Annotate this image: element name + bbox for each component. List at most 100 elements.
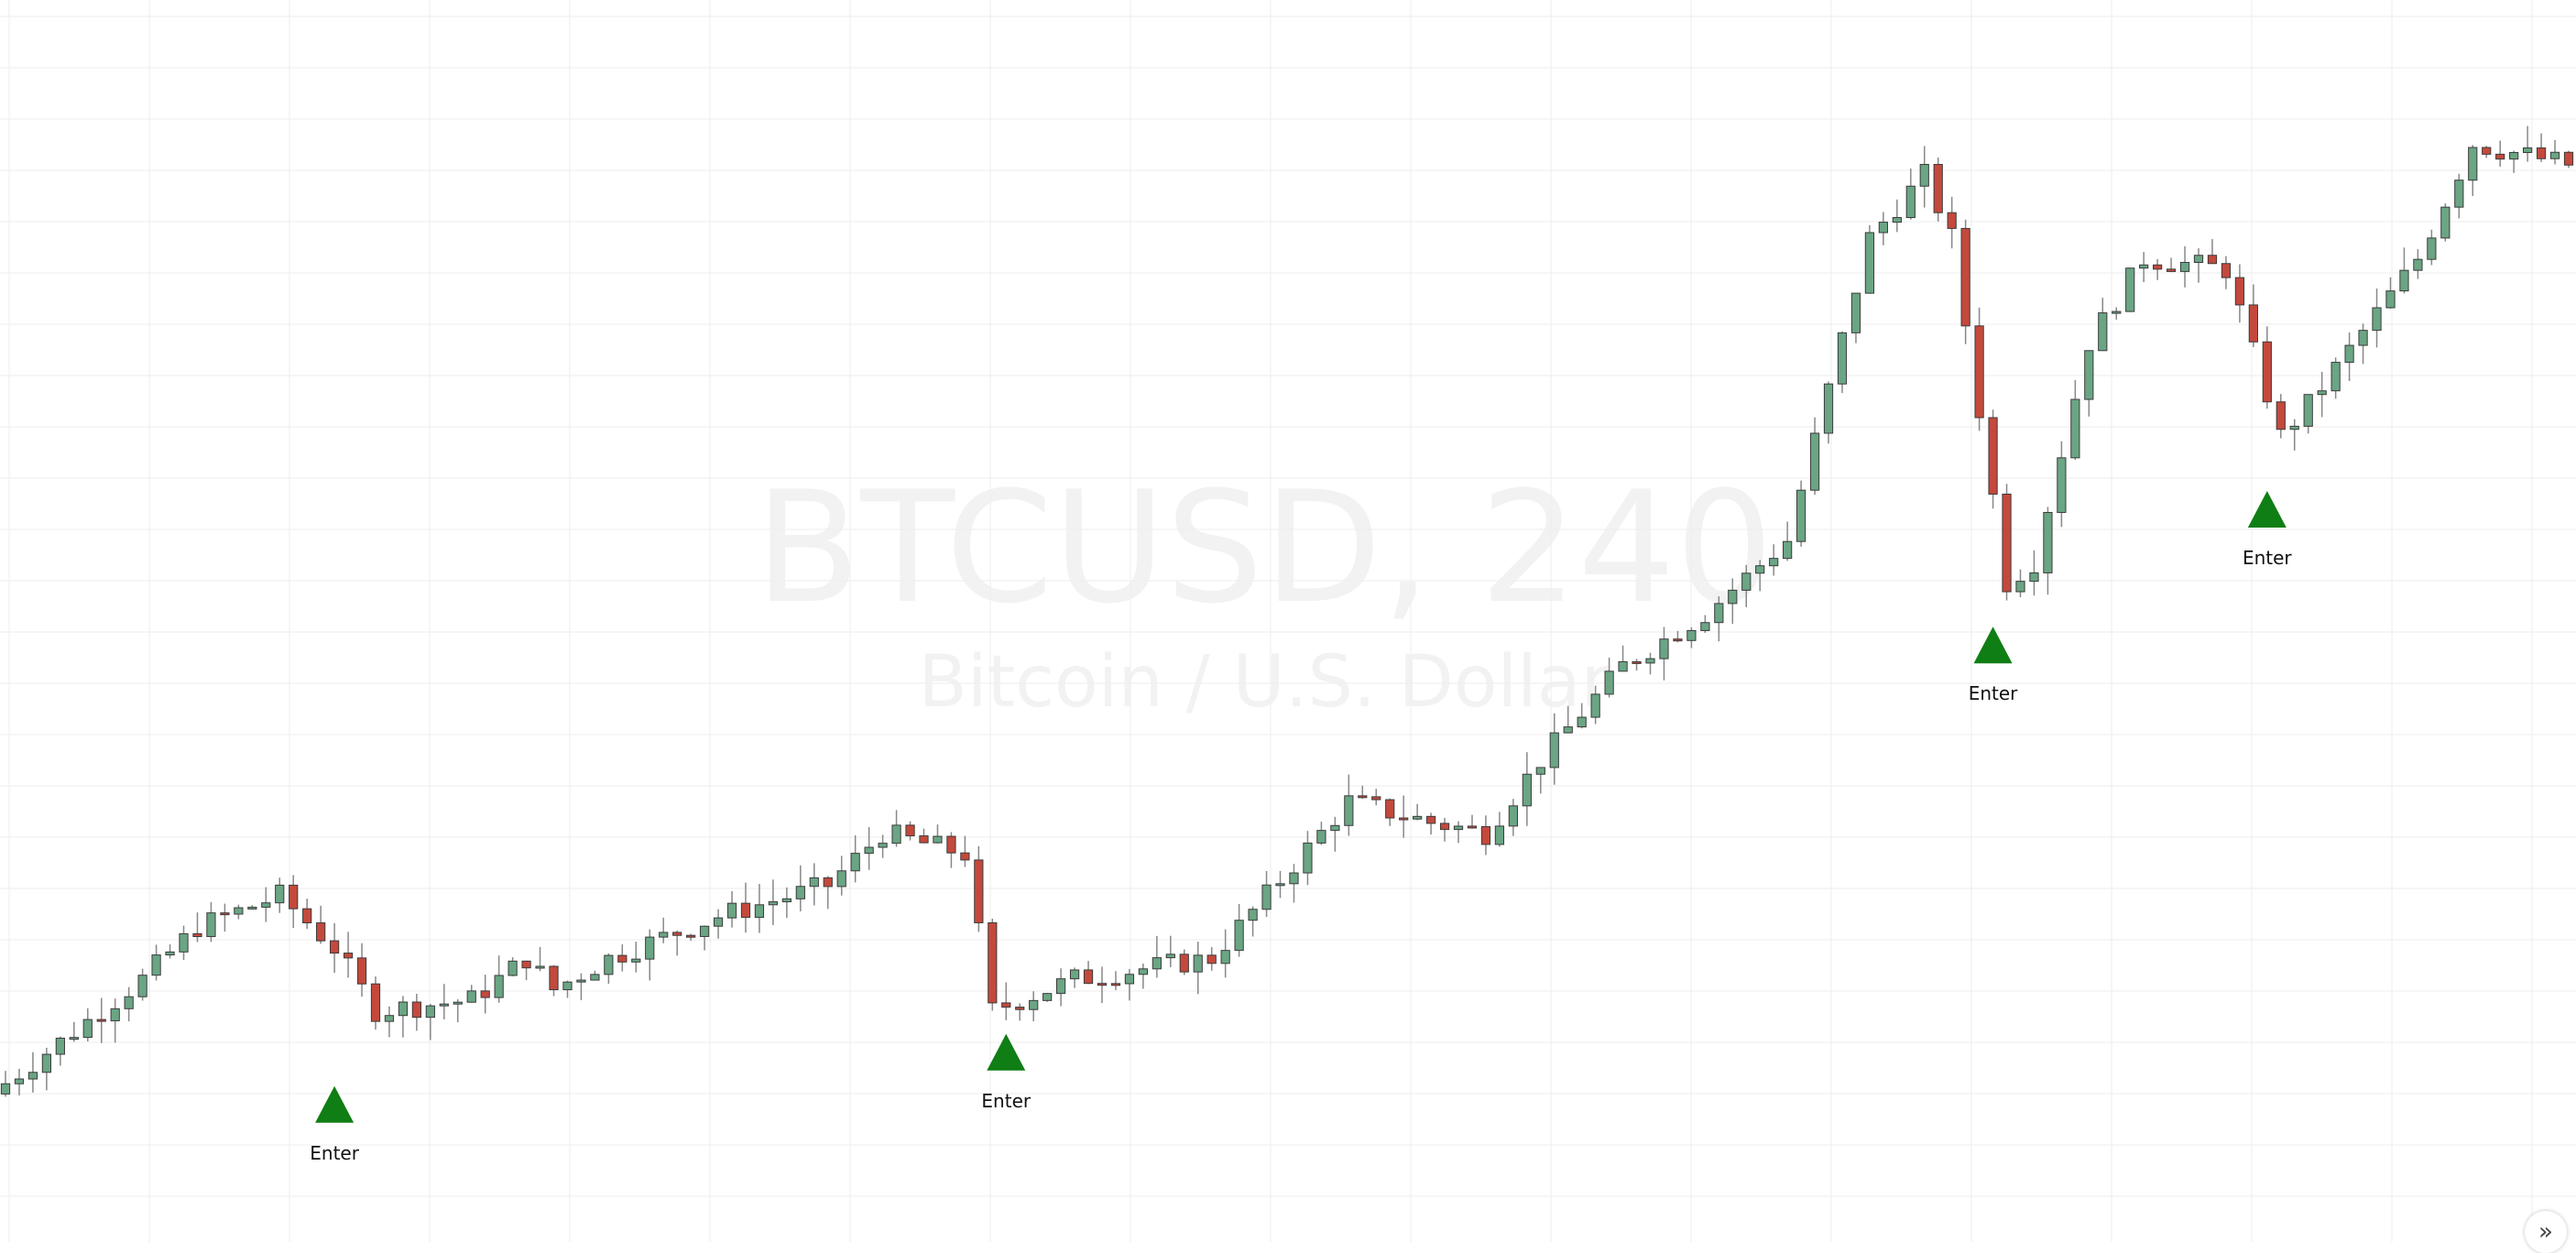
- candle-up: [562, 981, 573, 991]
- enter-signal-triangle: [1973, 626, 2013, 664]
- candle-up: [2029, 572, 2039, 583]
- candle-up: [1563, 726, 1573, 734]
- candle-up: [398, 1001, 409, 1017]
- candle-up: [1522, 773, 1532, 807]
- candle-up: [69, 1037, 79, 1041]
- candle-up: [2509, 152, 2519, 160]
- candle-down: [919, 835, 929, 844]
- candle-up: [2098, 312, 2108, 352]
- candle-down: [617, 954, 628, 963]
- candle-down: [1480, 826, 1491, 845]
- candle-up: [726, 902, 737, 919]
- candle-down: [1371, 796, 1381, 801]
- candle-up: [836, 870, 846, 888]
- candle-up: [1796, 489, 1806, 542]
- candle-up: [137, 975, 147, 997]
- candle-up: [2549, 151, 2560, 159]
- enter-signal-label: Enter: [1969, 682, 2018, 704]
- candle-up: [1330, 824, 1340, 832]
- candle-down: [2262, 341, 2272, 403]
- candle-up: [2385, 290, 2396, 309]
- candle-down: [521, 960, 531, 969]
- candle-down: [686, 934, 696, 938]
- candle-up: [151, 954, 161, 976]
- candle-up: [1686, 629, 1697, 641]
- candle-up: [1193, 954, 1203, 973]
- candle-up: [659, 932, 669, 938]
- candle-up: [2015, 581, 2025, 593]
- candle-up: [2139, 264, 2149, 269]
- candle-down: [2495, 153, 2505, 160]
- candle-up: [1508, 805, 1518, 827]
- candle-down: [1974, 325, 1984, 419]
- candle-up: [1494, 825, 1505, 845]
- candle-up: [864, 846, 874, 855]
- candle-down: [2536, 147, 2547, 159]
- candle-up: [2084, 350, 2094, 400]
- candle-up: [2440, 206, 2450, 239]
- candle-down: [2248, 304, 2258, 343]
- candle-down: [2153, 264, 2163, 270]
- candle-up: [1783, 540, 1793, 560]
- candle-down: [480, 990, 490, 998]
- candle-up: [41, 1053, 52, 1073]
- candle-down: [302, 908, 312, 924]
- candle-down: [2563, 151, 2574, 166]
- candle-up: [1234, 920, 1244, 952]
- candle-up: [1741, 572, 1752, 591]
- candle-up: [2399, 269, 2409, 292]
- candle-up: [384, 1015, 395, 1022]
- candle-down: [960, 852, 970, 861]
- candle-up: [2427, 237, 2437, 260]
- candle-up: [2413, 258, 2423, 271]
- candle-down: [2207, 255, 2218, 265]
- enter-signal-label: Enter: [2243, 547, 2292, 569]
- candle-down: [1933, 164, 1943, 213]
- candle-up: [781, 898, 791, 903]
- candle-up: [1755, 565, 1765, 574]
- candle-up: [2043, 511, 2053, 573]
- candle-down: [1110, 983, 1121, 986]
- candle-down: [343, 953, 354, 959]
- candle-up: [1248, 909, 1258, 921]
- candle-up: [439, 1003, 449, 1007]
- candle-up: [275, 884, 285, 904]
- candle-up: [1604, 670, 1614, 695]
- candle-up: [850, 853, 860, 872]
- candle-up: [466, 990, 476, 1003]
- candle-up: [2057, 457, 2067, 513]
- candle-up: [82, 1019, 93, 1039]
- candle-down: [1385, 799, 1395, 819]
- candle-up: [1549, 732, 1559, 768]
- candle-up: [2125, 267, 2135, 312]
- candle-up: [2193, 255, 2204, 264]
- candle-up: [1124, 974, 1135, 985]
- candle-up: [2344, 344, 2354, 364]
- candle-down: [2166, 268, 2177, 272]
- candle-up: [1905, 185, 1916, 219]
- candle-up: [247, 906, 257, 910]
- enter-signal-label: Enter: [981, 1090, 1031, 1112]
- scroll-to-realtime-button[interactable]: »: [2525, 1211, 2567, 1253]
- candle-down: [2276, 401, 2286, 430]
- candle-up: [1645, 658, 1655, 664]
- candle-down: [1097, 983, 1108, 986]
- candle-down: [96, 1019, 106, 1022]
- candle-up: [1453, 825, 1464, 831]
- candle-up: [0, 1083, 11, 1095]
- enter-signal-triangle: [987, 1033, 1026, 1071]
- candle-down: [823, 877, 833, 888]
- candle-up: [1590, 693, 1600, 718]
- candle-up: [453, 1001, 463, 1005]
- candle-up: [2112, 311, 2122, 314]
- candle-up: [1919, 164, 1929, 187]
- candle-up: [165, 951, 175, 956]
- candle-up: [1042, 993, 1053, 1001]
- candle-down: [329, 940, 340, 954]
- candle-down: [1206, 954, 1217, 964]
- candle-down: [1358, 795, 1368, 799]
- candle-down: [2482, 147, 2492, 155]
- candle-up: [124, 996, 134, 1009]
